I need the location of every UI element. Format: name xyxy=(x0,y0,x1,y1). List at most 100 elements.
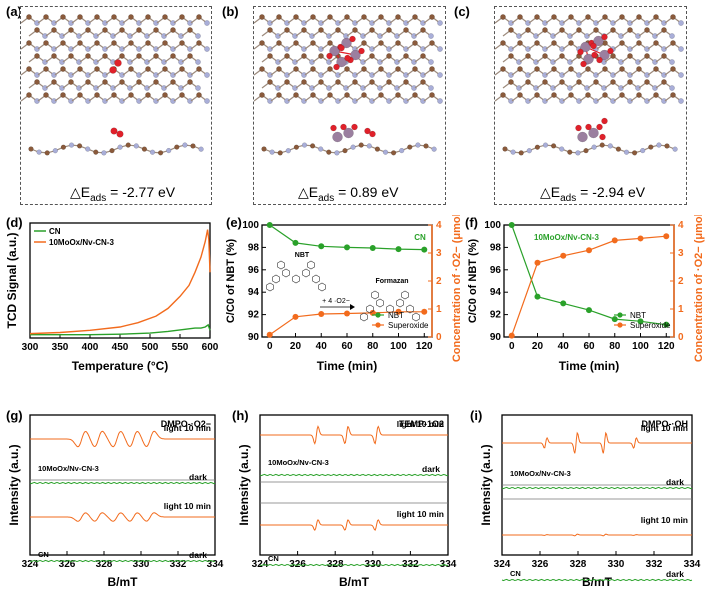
nitrogen-atom xyxy=(508,72,514,78)
nitrogen-atom xyxy=(318,98,324,104)
nitrogen-atom xyxy=(133,143,139,149)
carbon-atom xyxy=(602,14,608,20)
data-point-NBT xyxy=(637,318,644,325)
nitrogen-atom xyxy=(377,85,383,91)
nitrogen-atom xyxy=(178,85,184,91)
nitrogen-atom xyxy=(567,33,573,39)
nitrogen-atom xyxy=(403,98,409,104)
carbon-atom xyxy=(534,14,540,20)
mo-atom xyxy=(336,56,347,68)
carbon-atom xyxy=(559,27,565,33)
spectrum-dark xyxy=(259,473,449,477)
carbon-atom xyxy=(187,53,193,59)
eads-value-c: -2.94 eV xyxy=(592,184,646,200)
sample-label: CN xyxy=(510,569,521,578)
y-right-tick-label: 3 xyxy=(678,248,684,259)
carbon-atom xyxy=(593,27,599,33)
nitrogen-atom xyxy=(610,72,616,78)
carbon-atom xyxy=(136,27,142,33)
x-tick-label: 40 xyxy=(558,341,570,352)
nitrogen-atom xyxy=(204,46,210,52)
dark-label: dark xyxy=(666,569,684,579)
carbon-atom xyxy=(429,66,435,72)
x-tick-label: 60 xyxy=(341,341,353,352)
ring xyxy=(406,304,414,314)
panel-label-e: (e) xyxy=(226,215,242,230)
nitrogen-atom xyxy=(644,72,650,78)
nitrogen-atom xyxy=(301,142,308,148)
data-point-Superoxide xyxy=(421,308,428,315)
y-axis-title: C/C0 of NBT (%) xyxy=(225,239,237,324)
spectrum-light xyxy=(260,519,448,531)
nitrogen-atom xyxy=(366,143,372,149)
nitrogen-atom xyxy=(661,46,667,52)
data-point-NBT xyxy=(318,243,325,250)
nitrogen-atom xyxy=(93,85,99,91)
panel-label-h: (h) xyxy=(232,408,249,423)
x-tick-label: 332 xyxy=(646,559,663,570)
mo-atom xyxy=(350,49,361,61)
carbon-atom xyxy=(267,79,273,85)
data-point-NBT xyxy=(560,300,567,307)
carbon-atom xyxy=(661,27,667,33)
oxygen-atom xyxy=(601,117,608,125)
nitrogen-atom xyxy=(550,85,556,91)
data-point-Superoxide xyxy=(534,259,541,266)
y-right-tick-label: 2 xyxy=(436,276,442,287)
eads-label-c: △Eads = -2.94 eV xyxy=(540,184,645,204)
carbon-atom xyxy=(583,147,589,154)
nitrogen-atom xyxy=(301,72,307,78)
sample-label: 10MoOx/Nv-CN-3 xyxy=(510,469,571,478)
nitrogen-atom xyxy=(542,46,548,52)
data-point-NBT xyxy=(534,293,541,300)
carbon-atom xyxy=(412,66,418,72)
nitrogen-atom xyxy=(618,59,624,65)
nitrogen-atom xyxy=(326,85,332,91)
x-tick-label: 100 xyxy=(390,341,407,352)
carbon-atom xyxy=(653,66,659,72)
ring xyxy=(266,282,274,292)
structure-panel-b xyxy=(253,6,446,205)
mo-atom xyxy=(599,49,610,61)
nitrogen-atom xyxy=(437,98,443,104)
legend-label: Superoxide xyxy=(630,321,671,330)
oxygen-atom xyxy=(330,124,337,132)
carbon-atom xyxy=(619,14,625,20)
nitrogen-atom xyxy=(516,85,522,91)
carbon-atom xyxy=(508,27,514,33)
ring xyxy=(282,268,290,278)
carbon-atom xyxy=(361,14,367,20)
carbon-atom xyxy=(627,79,633,85)
data-point-Superoxide xyxy=(611,237,618,244)
eads-symbol: △E xyxy=(540,184,561,200)
carbon-atom xyxy=(179,40,185,46)
carbon-atom xyxy=(85,27,91,33)
x-tick-label: 0 xyxy=(509,341,515,352)
carbon-atom xyxy=(196,40,202,46)
sample-label: 10MoOx/Nv-CN-3 xyxy=(38,464,99,473)
nitrogen-atom xyxy=(610,98,616,104)
x-tick-label: 80 xyxy=(609,341,621,352)
chart-title: 10MoOx/Nv-CN-3 xyxy=(534,233,599,242)
nitrogen-atom xyxy=(403,46,409,52)
ring xyxy=(401,290,409,300)
x-tick-label: 334 xyxy=(684,559,701,570)
nitrogen-atom xyxy=(119,72,125,78)
structure-image-a xyxy=(20,14,210,156)
nitrogen-atom xyxy=(178,59,184,65)
oxygen-atom xyxy=(369,130,376,138)
carbon-atom xyxy=(568,92,574,98)
nitrogen-atom xyxy=(269,149,275,155)
formazan-label: Formazan xyxy=(375,278,408,285)
nitrogen-atom xyxy=(335,98,341,104)
carbon-atom xyxy=(179,92,185,98)
carbon-atom xyxy=(174,144,180,150)
carbon-atom xyxy=(128,14,134,20)
nitrogen-atom xyxy=(559,20,565,26)
carbon-atom xyxy=(525,53,531,59)
ring xyxy=(396,298,404,308)
y-right-tick-label: 0 xyxy=(678,332,684,343)
carbon-atom xyxy=(534,66,540,72)
nitrogen-atom xyxy=(267,20,273,26)
nitrogen-atom xyxy=(369,72,375,78)
